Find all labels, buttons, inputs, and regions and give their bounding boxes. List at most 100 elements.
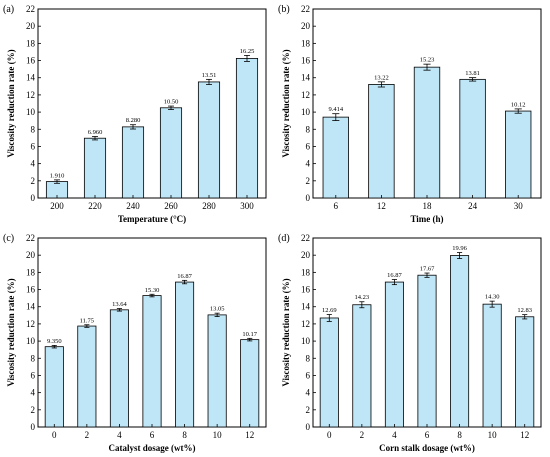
y-tick-label: 12 <box>26 90 35 100</box>
y-axis-title: Viscosity reduction rate (%) <box>6 49 16 157</box>
bar <box>413 66 441 199</box>
y-tick-label: 16 <box>301 56 311 66</box>
y-tick-label: 22 <box>301 233 310 243</box>
bar <box>352 304 372 428</box>
data-label: 16.25 <box>240 48 255 55</box>
x-tick-label: 2 <box>85 430 90 440</box>
x-tick-label: 300 <box>240 201 254 211</box>
y-tick-label: 14 <box>301 73 311 83</box>
y-tick-label: 4 <box>31 159 36 169</box>
x-tick-label: 18 <box>423 201 433 211</box>
data-label: 12.83 <box>517 307 532 314</box>
y-tick-label: 20 <box>26 250 36 260</box>
y-tick-label: 10 <box>301 107 311 117</box>
data-label: 16.87 <box>387 272 402 279</box>
x-axis-title: Catalyst dosage (wt%) <box>109 443 196 453</box>
y-tick-label: 14 <box>301 302 311 312</box>
y-tick-label: 10 <box>301 336 311 346</box>
data-label: 10.12 <box>511 101 526 108</box>
data-label: 16.87 <box>177 273 192 280</box>
y-tick-label: 10 <box>26 336 36 346</box>
y-tick-label: 6 <box>31 141 36 151</box>
y-tick-label: 2 <box>306 405 311 415</box>
x-tick-label: 4 <box>117 430 122 440</box>
bar <box>44 346 64 428</box>
x-tick-label: 24 <box>468 201 478 211</box>
x-tick-label: 220 <box>88 201 102 211</box>
x-tick-label: 240 <box>126 201 140 211</box>
x-tick-label: 6 <box>150 430 155 440</box>
x-tick-label: 10 <box>488 430 498 440</box>
bar <box>109 309 129 428</box>
data-label: 8.280 <box>126 117 141 124</box>
y-tick-label: 2 <box>306 176 311 186</box>
y-tick-label: 12 <box>301 319 310 329</box>
x-tick-label: 2 <box>360 430 365 440</box>
y-tick-label: 2 <box>31 176 36 186</box>
y-tick-label: 2 <box>31 405 36 415</box>
y-tick-label: 12 <box>26 319 35 329</box>
bar <box>515 316 535 428</box>
panel-label: (a) <box>3 4 14 15</box>
bar <box>368 84 395 199</box>
y-tick-label: 8 <box>306 124 311 134</box>
y-tick-label: 18 <box>26 38 36 48</box>
bar <box>240 339 260 428</box>
data-label: 15.23 <box>420 57 435 64</box>
bar <box>83 137 107 199</box>
bar <box>77 325 97 428</box>
bar <box>450 255 470 428</box>
x-tick-label: 10 <box>213 430 223 440</box>
bar <box>459 78 486 199</box>
data-label: 10.17 <box>242 331 257 338</box>
y-tick-label: 6 <box>306 141 311 151</box>
y-tick-label: 0 <box>31 193 36 203</box>
data-label: 13.81 <box>465 70 480 77</box>
y-tick-label: 22 <box>301 4 310 14</box>
y-tick-label: 0 <box>306 422 311 432</box>
data-label: 13.64 <box>112 301 127 308</box>
y-tick-label: 20 <box>26 21 36 31</box>
bar <box>197 81 221 199</box>
bar <box>235 57 259 199</box>
y-tick-label: 22 <box>26 233 35 243</box>
bar <box>417 274 437 428</box>
bar <box>142 295 162 428</box>
data-label: 6.960 <box>88 129 103 136</box>
data-label: 13.51 <box>202 72 217 79</box>
x-tick-label: 6 <box>425 430 430 440</box>
y-tick-label: 18 <box>26 267 36 277</box>
x-axis-title: Corn stalk dosage (wt%) <box>379 443 475 453</box>
data-label: 15.30 <box>145 287 160 294</box>
y-tick-label: 14 <box>26 73 36 83</box>
y-tick-label: 6 <box>306 370 311 380</box>
y-tick-label: 16 <box>26 285 36 295</box>
data-label: 14.30 <box>485 294 500 301</box>
panel-label: (d) <box>278 233 290 244</box>
x-tick-label: 0 <box>52 430 57 440</box>
x-tick-label: 30 <box>514 201 524 211</box>
y-tick-label: 0 <box>31 422 36 432</box>
y-tick-label: 0 <box>306 193 311 203</box>
y-tick-label: 8 <box>31 353 36 363</box>
x-tick-label: 12 <box>377 201 386 211</box>
x-tick-label: 260 <box>164 201 178 211</box>
x-tick-label: 8 <box>182 430 187 440</box>
chart-panel-1: 02468101214161820229.414613.221215.23181… <box>278 4 542 224</box>
y-tick-label: 4 <box>306 388 311 398</box>
data-label: 9.350 <box>47 338 62 345</box>
data-label: 13.05 <box>210 306 225 313</box>
data-label: 13.22 <box>374 74 389 81</box>
data-label: 10.50 <box>164 99 179 106</box>
x-tick-label: 280 <box>202 201 216 211</box>
y-axis-title: Viscosity reduction rate (%) <box>281 278 291 386</box>
x-tick-label: 0 <box>327 430 332 440</box>
panel-label: (c) <box>3 233 14 244</box>
bar <box>207 314 227 428</box>
x-tick-label: 6 <box>334 201 339 211</box>
x-tick-label: 4 <box>392 430 397 440</box>
bar <box>159 107 183 199</box>
bar <box>322 116 349 199</box>
y-tick-label: 22 <box>26 4 35 14</box>
